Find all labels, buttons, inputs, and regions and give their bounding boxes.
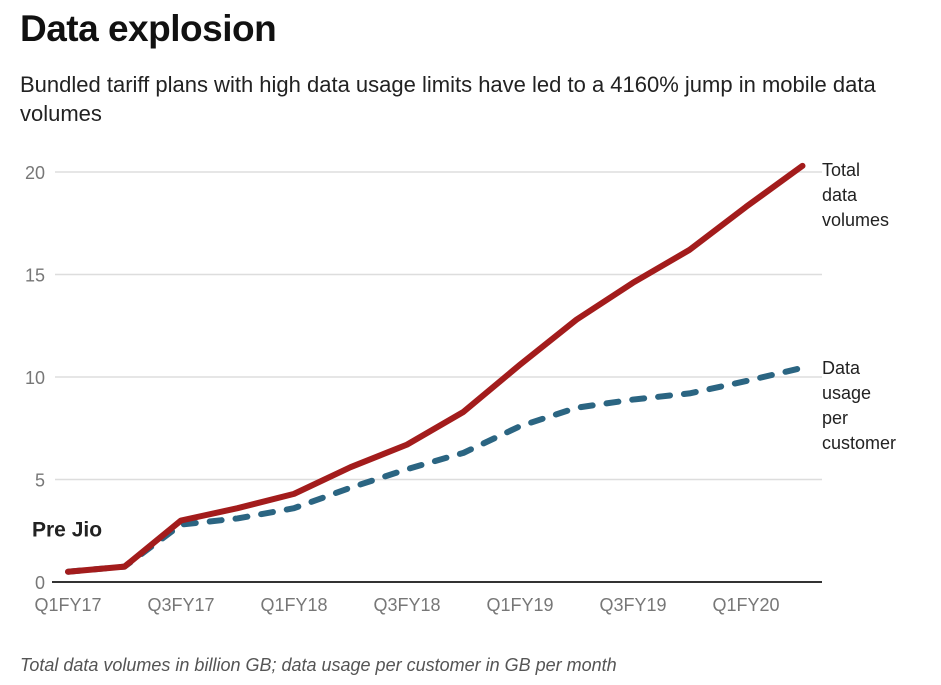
x-tick-label: Q1FY18 xyxy=(260,595,327,615)
y-tick-label: 20 xyxy=(25,163,45,183)
chart-title: Data explosion xyxy=(20,8,277,49)
y-tick-label: 10 xyxy=(25,368,45,388)
chart-subtitle: Bundled tariff plans with high data usag… xyxy=(20,72,876,126)
series-line xyxy=(65,162,806,575)
series-label: Total xyxy=(822,160,860,180)
series-label: data xyxy=(822,185,858,205)
y-tick-label: 0 xyxy=(35,573,45,593)
x-tick-label: Q3FY18 xyxy=(373,595,440,615)
x-tick-label: Q1FY17 xyxy=(34,595,101,615)
series-label: volumes xyxy=(822,210,889,230)
series-label: customer xyxy=(822,433,896,453)
x-tick-label: Q1FY19 xyxy=(486,595,553,615)
y-tick-label: 5 xyxy=(35,471,45,491)
x-tick-label: Q1FY20 xyxy=(712,595,779,615)
series-label: usage xyxy=(822,383,871,403)
x-tick-label: Q3FY17 xyxy=(147,595,214,615)
series-line xyxy=(65,364,806,575)
series-label: per xyxy=(822,408,848,428)
chart-footnote: Total data volumes in billion GB; data u… xyxy=(20,655,617,675)
annotation-pre-jio: Pre Jio xyxy=(32,519,102,542)
series-label: Data xyxy=(822,358,861,378)
y-tick-label: 15 xyxy=(25,266,45,286)
x-tick-label: Q3FY19 xyxy=(599,595,666,615)
